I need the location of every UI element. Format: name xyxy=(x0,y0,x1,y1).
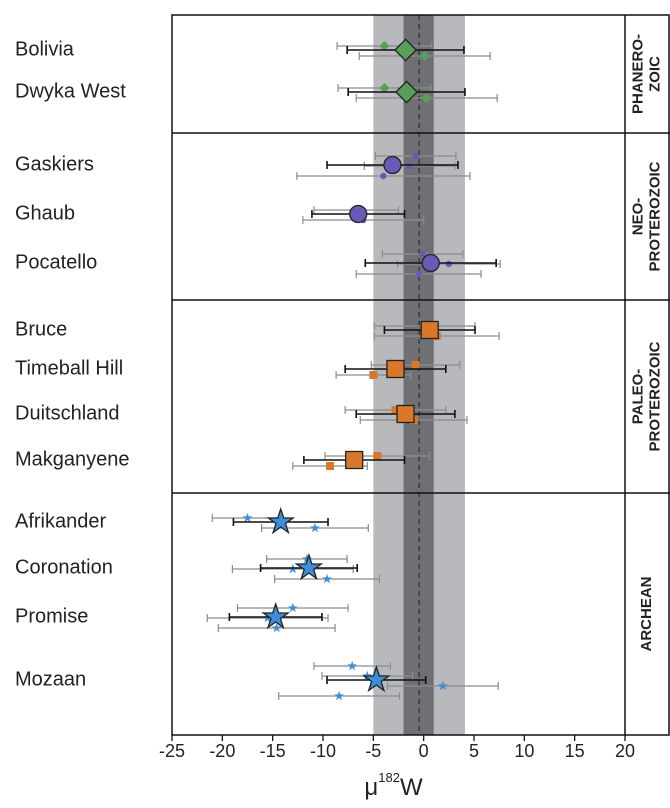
x-tick-label: -15 xyxy=(260,741,286,761)
sample-name: Pocatello xyxy=(15,251,97,273)
group-label: ZOIC xyxy=(646,56,663,92)
point-marker xyxy=(437,680,448,691)
x-label-prefix: μ xyxy=(364,774,378,801)
sample-name: Mozaan xyxy=(15,668,86,690)
sample-name: Coronation xyxy=(15,556,113,578)
sample-name: Dwyka West xyxy=(15,80,126,102)
x-tick-label: 20 xyxy=(615,741,635,761)
point-marker xyxy=(347,660,358,671)
point-marker xyxy=(379,83,390,93)
mean-marker xyxy=(345,450,364,470)
x-tick-label: -10 xyxy=(310,741,336,761)
mean-marker xyxy=(394,38,418,62)
sample-name: Bruce xyxy=(15,318,67,340)
point-marker xyxy=(373,452,382,460)
mean-marker xyxy=(266,506,296,535)
point-marker xyxy=(301,553,312,564)
sample-name: Timeball Hill xyxy=(15,357,123,379)
sample-name: Promise xyxy=(15,605,88,627)
x-tick-label: 5 xyxy=(469,741,479,761)
point-marker xyxy=(271,622,282,633)
sample-name: Ghaub xyxy=(15,202,75,224)
sample-name: Afrikander xyxy=(15,510,106,532)
x-tick-label: 10 xyxy=(514,741,534,761)
point-marker xyxy=(287,602,298,613)
mean-marker xyxy=(261,601,291,630)
x-tick-label: 0 xyxy=(419,741,429,761)
point-marker xyxy=(419,51,430,61)
x-axis-label: μ182W xyxy=(364,770,423,801)
point-marker xyxy=(334,690,345,701)
plot-frame xyxy=(171,14,670,736)
sample-name: Duitschland xyxy=(15,402,120,424)
mean-marker xyxy=(361,664,391,693)
mean-marker xyxy=(421,253,440,273)
point-marker xyxy=(406,162,413,170)
mean-marker xyxy=(294,552,324,581)
x-tick-label: 15 xyxy=(565,741,585,761)
point-marker xyxy=(369,371,378,379)
point-marker xyxy=(411,361,420,369)
mean-marker xyxy=(420,320,439,340)
group-label: PROTEROZOIC xyxy=(646,161,663,271)
point-marker xyxy=(415,270,422,278)
point-marker xyxy=(322,573,332,584)
x-tick-label: -5 xyxy=(365,741,381,761)
point-marker xyxy=(242,512,253,523)
point-marker xyxy=(412,152,419,160)
group-label: PROTEROZOIC xyxy=(646,341,663,451)
mean-marker xyxy=(396,404,415,424)
group-label: PHANERO- xyxy=(629,34,646,114)
x-tick-label: -25 xyxy=(159,741,185,761)
group-label: NEO- xyxy=(629,198,646,236)
point-marker xyxy=(326,462,335,470)
x-label-sup: 182 xyxy=(378,770,400,785)
mean-marker xyxy=(386,359,405,379)
mean-marker xyxy=(395,80,419,104)
point-marker xyxy=(419,250,426,258)
point-marker xyxy=(310,522,320,533)
x-tick-label: -20 xyxy=(209,741,235,761)
sample-name: Gaskiers xyxy=(15,153,94,175)
group-label: PALEO- xyxy=(629,369,646,425)
sample-name: Bolivia xyxy=(15,38,75,60)
point-marker xyxy=(391,406,400,414)
group-label: ARCHEAN xyxy=(638,577,655,652)
point-marker xyxy=(421,93,432,103)
mean-marker xyxy=(349,204,368,224)
x-label-suffix: W xyxy=(400,774,423,801)
point-marker xyxy=(445,260,453,268)
point-marker xyxy=(380,172,387,180)
mean-marker xyxy=(383,155,402,175)
sample-name: Makganyene xyxy=(15,448,130,470)
point-marker xyxy=(379,41,390,51)
